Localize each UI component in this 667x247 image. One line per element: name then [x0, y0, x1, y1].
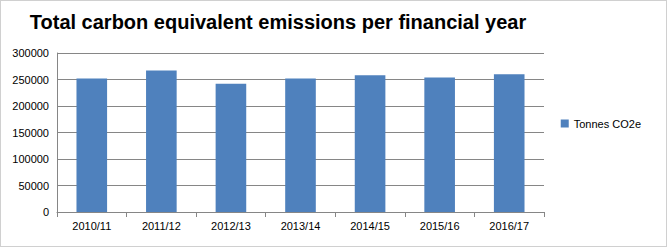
svg-text:0: 0: [43, 206, 49, 218]
svg-text:2014/15: 2014/15: [350, 220, 390, 232]
svg-text:2013/14: 2013/14: [281, 220, 321, 232]
svg-text:2011/12: 2011/12: [142, 220, 181, 232]
svg-text:2015/16: 2015/16: [420, 220, 460, 232]
svg-text:2010/11: 2010/11: [72, 220, 111, 232]
svg-text:200000: 200000: [12, 100, 49, 112]
svg-text:50000: 50000: [18, 180, 49, 192]
svg-text:100000: 100000: [12, 153, 49, 165]
svg-text:300000: 300000: [12, 47, 49, 59]
svg-text:Total carbon equivalent emissi: Total carbon equivalent emissions per fi…: [30, 11, 527, 33]
svg-text:2016/17: 2016/17: [489, 220, 529, 232]
svg-text:250000: 250000: [12, 74, 49, 86]
svg-text:150000: 150000: [12, 127, 49, 139]
svg-text:Tonnes CO2e: Tonnes CO2e: [574, 118, 641, 130]
svg-text:2012/13: 2012/13: [211, 220, 251, 232]
